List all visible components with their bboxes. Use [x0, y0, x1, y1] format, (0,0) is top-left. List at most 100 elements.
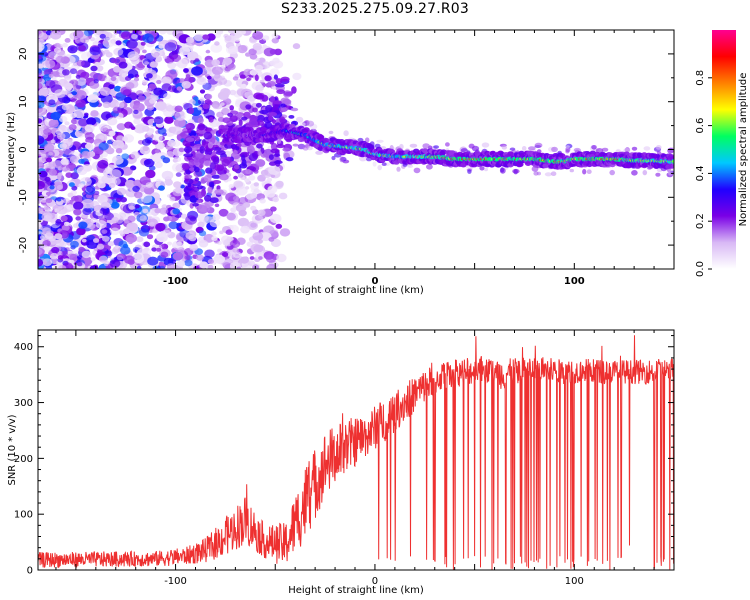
noise-speck: [108, 182, 116, 189]
noise-speck: [62, 69, 70, 76]
noise-speck: [259, 198, 266, 204]
noise-speck: [50, 139, 56, 144]
noise-speck: [142, 79, 148, 85]
noise-speck: [101, 201, 110, 209]
noise-speck: [121, 73, 128, 78]
noise-speck: [233, 175, 239, 180]
signal-cluster: [276, 144, 285, 149]
noise-speck: [172, 240, 184, 250]
noise-speck: [668, 171, 673, 176]
signal-cluster: [215, 150, 226, 156]
noise-speck: [533, 171, 539, 176]
noise-speck: [113, 66, 122, 73]
signal-cluster: [268, 154, 274, 161]
noise-speck: [96, 66, 103, 72]
noise-speck: [292, 72, 302, 81]
noise-speck: [116, 123, 126, 131]
noise-speck: [84, 132, 95, 140]
noise-speck: [197, 221, 205, 228]
noise-speck: [642, 170, 648, 176]
noise-speck: [172, 208, 180, 215]
noise-speck: [399, 143, 404, 150]
ridge-mark: [289, 123, 296, 129]
noise-speck: [381, 162, 387, 166]
noise-speck: [171, 126, 183, 135]
noise-speck: [196, 199, 202, 204]
noise-speck: [81, 238, 87, 243]
noise-speck: [156, 247, 162, 252]
noise-speck: [207, 259, 214, 264]
signal-cluster: [193, 156, 200, 163]
noise-speck: [183, 68, 189, 73]
signal-cluster: [209, 197, 219, 204]
noise-speck: [232, 196, 239, 201]
noise-speck: [155, 101, 167, 111]
signal-cluster: [204, 154, 211, 159]
noise-speck: [146, 73, 153, 79]
noise-speck: [191, 66, 203, 76]
noise-speck: [218, 208, 229, 217]
signal-cluster: [291, 86, 297, 94]
noise-speck: [236, 266, 242, 269]
noise-speck: [99, 86, 111, 96]
signal-cluster: [193, 166, 200, 173]
noise-speck: [239, 256, 249, 264]
noise-speck: [252, 232, 264, 241]
noise-speck: [84, 112, 89, 117]
noise-speck: [61, 104, 70, 111]
signal-cluster: [255, 93, 265, 100]
noise-speck: [235, 186, 248, 196]
noise-speck: [137, 30, 142, 35]
noise-speck: [52, 77, 57, 81]
noise-speck: [38, 54, 42, 60]
noise-speck: [59, 115, 68, 123]
noise-speck: [261, 61, 271, 69]
noise-speck: [357, 137, 364, 142]
noise-speck: [229, 239, 241, 248]
noise-speck: [206, 100, 213, 106]
noise-speck: [292, 143, 299, 147]
noise-speck: [249, 53, 258, 60]
noise-speck: [249, 256, 255, 260]
signal-cluster: [238, 119, 243, 127]
spectrogram-y-tick-label: -10: [18, 189, 29, 205]
noise-speck: [45, 191, 51, 196]
signal-cluster: [268, 112, 277, 117]
signal-cluster: [239, 163, 248, 169]
noise-speck: [272, 196, 280, 203]
noise-speck: [55, 55, 65, 63]
signal-cluster: [229, 105, 234, 111]
noise-speck: [142, 208, 149, 214]
noise-speck: [104, 262, 109, 267]
noise-speck: [139, 215, 147, 222]
noise-speck: [56, 185, 64, 190]
noise-speck: [38, 248, 43, 256]
noise-speck: [244, 178, 250, 183]
noise-speck: [172, 202, 181, 209]
noise-speck: [78, 158, 85, 164]
noise-speck: [76, 166, 88, 175]
noise-speck: [38, 82, 43, 89]
noise-speck: [413, 167, 421, 174]
signal-cluster: [288, 115, 295, 119]
signal-cluster: [290, 107, 299, 112]
spectrogram-x-tick-label: -100: [163, 276, 188, 287]
signal-cluster: [273, 160, 283, 165]
noise-speck: [609, 169, 615, 176]
noise-speck: [42, 240, 51, 247]
noise-speck: [86, 117, 97, 126]
noise-speck: [50, 111, 61, 120]
noise-speck: [108, 130, 116, 137]
noise-speck: [359, 155, 367, 162]
noise-speck: [101, 229, 108, 234]
signal-cluster: [183, 153, 194, 158]
noise-speck: [205, 49, 211, 54]
noise-speck: [643, 146, 651, 151]
noise-speck: [81, 250, 92, 259]
noise-speck: [161, 170, 174, 180]
noise-speck: [87, 222, 96, 230]
noise-speck: [550, 171, 557, 176]
noise-speck: [315, 150, 323, 155]
noise-speck: [93, 79, 99, 84]
noise-speck: [114, 245, 120, 249]
